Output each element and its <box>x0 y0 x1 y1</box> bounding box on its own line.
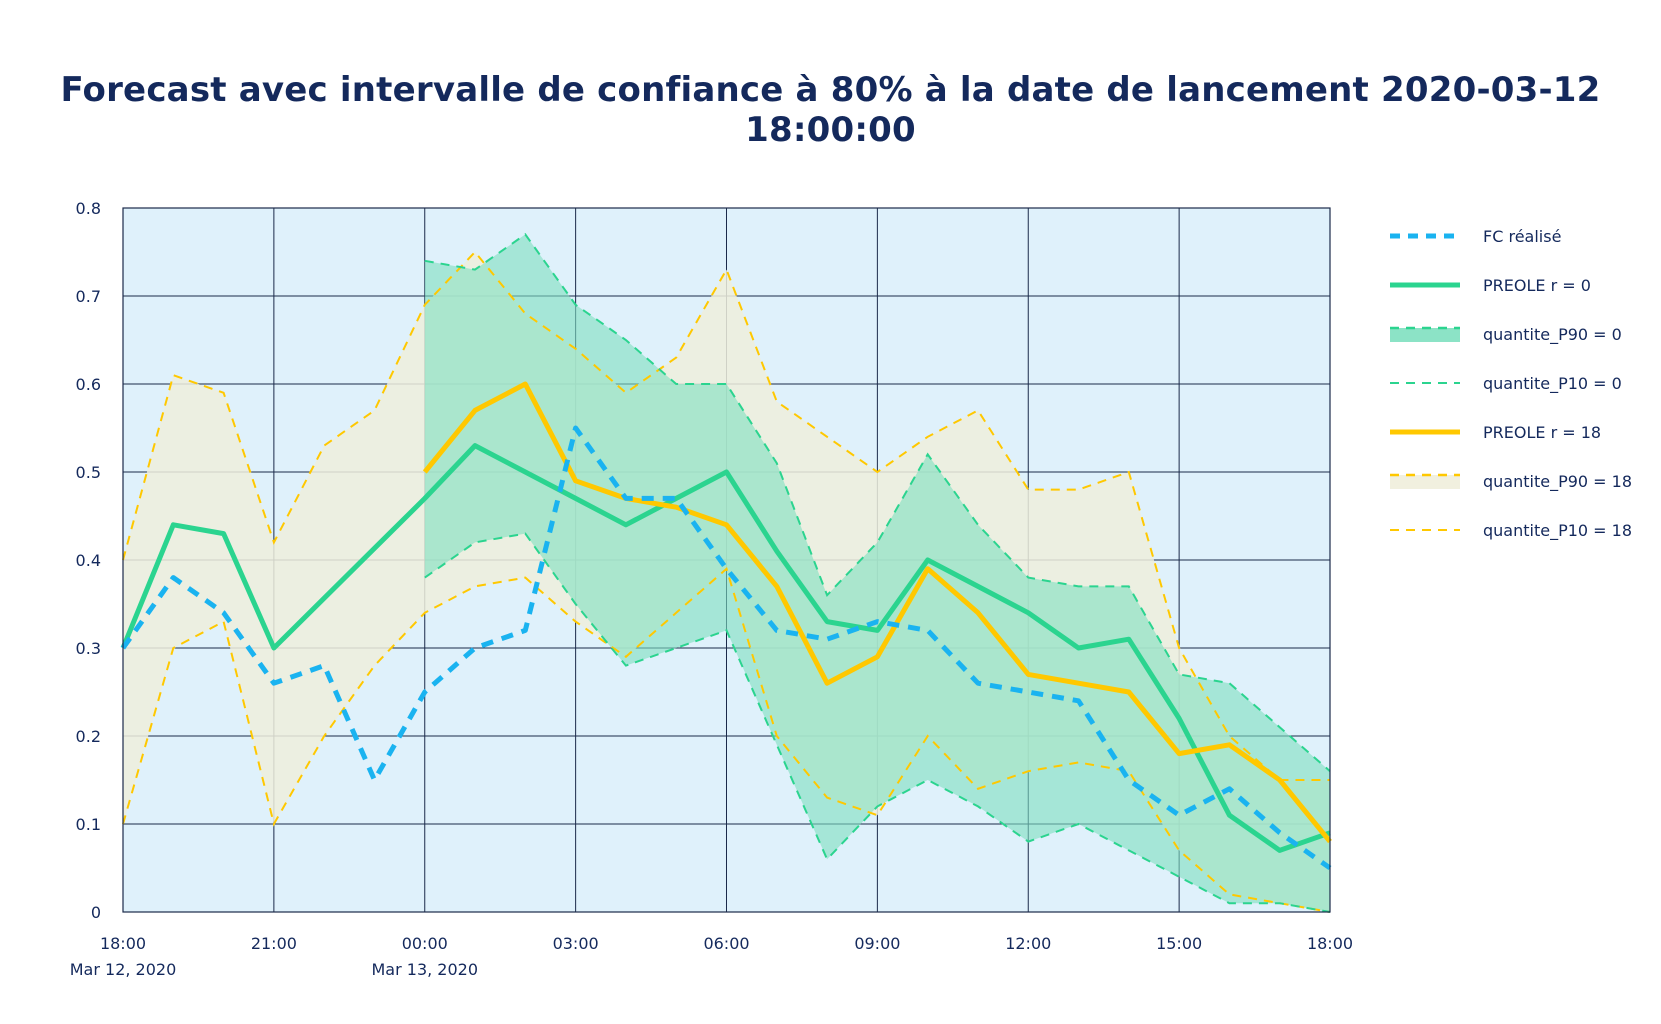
y-tick-label: 0.3 <box>76 639 101 658</box>
series-line-preole18 <box>422 381 1332 844</box>
legend-item-preole18: PREOLE r = 18 <box>1390 423 1601 442</box>
band-r0 <box>424 234 1330 912</box>
y-tick-label: 0.1 <box>76 815 101 834</box>
x-tick-label: 18:00 <box>1307 934 1353 953</box>
chart-title: Forecast avec intervalle de confiance à … <box>60 70 1601 150</box>
y-tick-label: 0.4 <box>76 551 101 570</box>
x-tick-date-label: Mar 13, 2020 <box>371 960 478 979</box>
legend-item-fc: FC réalisé <box>1390 227 1561 246</box>
series-line-preole0 <box>120 443 1331 853</box>
y-tick-label: 0.7 <box>76 287 101 306</box>
y-tick-label: 0.5 <box>76 463 101 482</box>
x-tick-label: 12:00 <box>1005 934 1051 953</box>
x-tick-label: 18:00 <box>100 934 146 953</box>
series-line-p10_0 <box>424 532 1331 913</box>
y-tick-label: 0.8 <box>76 199 101 218</box>
legend-item-p10_0: quantite_P10 = 0 <box>1390 374 1622 394</box>
legend-label: quantite_P90 = 18 <box>1483 472 1632 492</box>
x-tick-label: 03:00 <box>553 934 599 953</box>
plot-frame <box>122 207 1331 913</box>
legend-label: quantite_P10 = 18 <box>1483 521 1632 541</box>
legend-label: PREOLE r = 0 <box>1483 276 1591 295</box>
legend-swatch <box>1390 328 1460 342</box>
x-tick-label: 15:00 <box>1156 934 1202 953</box>
legend-item-preole0: PREOLE r = 0 <box>1390 276 1591 295</box>
series-line-p90_18 <box>122 250 1330 781</box>
x-tick-label: 21:00 <box>251 934 297 953</box>
x-tick-label: 09:00 <box>854 934 900 953</box>
legend-swatch <box>1390 475 1460 489</box>
legend-item-p90_0: quantite_P90 = 0 <box>1390 325 1622 345</box>
legend-item-p10_18: quantite_P10 = 18 <box>1390 521 1632 541</box>
legend-label: FC réalisé <box>1483 227 1561 246</box>
legend-label: quantite_P90 = 0 <box>1483 325 1622 345</box>
band-layer <box>123 234 1330 912</box>
y-tick-label: 0 <box>91 903 101 922</box>
axis-layer: 0 0.1 0.2 0.3 0.4 0.5 0.6 0.7 0.8 18:00 Mar 12, 20… <box>70 199 1353 979</box>
x-tick-date-label: Mar 12, 2020 <box>70 960 177 979</box>
legend-item-p90_18: quantite_P90 = 18 <box>1390 472 1632 492</box>
x-tick-label: 00:00 <box>402 934 448 953</box>
series-layer <box>120 233 1332 913</box>
x-tick-label: 06:00 <box>703 934 749 953</box>
legend-label: quantite_P10 = 0 <box>1483 374 1622 394</box>
y-tick-label: 0.2 <box>76 727 101 746</box>
legend: FC réalisé PREOLE r = 0 quantite_P90 = 0 qu… <box>1390 227 1632 541</box>
legend-label: PREOLE r = 18 <box>1483 423 1601 442</box>
series-line-p90_0 <box>424 233 1331 772</box>
series-line-p10_18 <box>122 567 1331 913</box>
y-tick-label: 0.6 <box>76 375 101 394</box>
